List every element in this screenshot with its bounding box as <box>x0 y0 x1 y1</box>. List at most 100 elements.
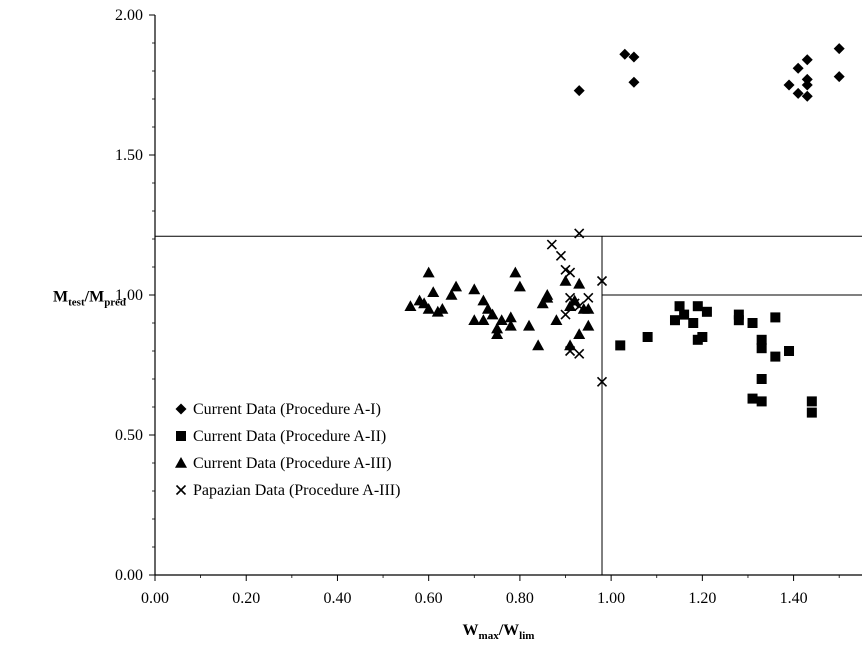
y-tick-label: 0.50 <box>115 427 143 444</box>
data-point-triangle <box>404 300 417 311</box>
data-point-x <box>583 292 594 303</box>
data-point-square <box>747 318 758 328</box>
data-point-triangle <box>568 294 581 306</box>
data-point-triangle <box>504 311 517 323</box>
x-marker-stroke <box>596 275 608 287</box>
data-point-x <box>565 345 576 357</box>
axis-title-subscript: test <box>68 296 85 308</box>
data-point-triangle <box>468 314 481 325</box>
data-point-triangle <box>436 303 449 314</box>
data-point-diamond <box>792 87 804 99</box>
y-tick-label: 1.00 <box>115 287 143 304</box>
x-marker-stroke <box>555 250 567 261</box>
data-point-square <box>784 346 795 356</box>
x-marker-stroke <box>175 484 187 496</box>
data-point-triangle <box>418 297 431 309</box>
data-point-square <box>701 306 712 317</box>
data-point-triangle <box>582 319 595 331</box>
data-point-diamond <box>792 62 804 74</box>
data-point-triangle <box>422 266 435 278</box>
data-point-x <box>560 309 571 320</box>
data-point-triangle <box>573 277 586 289</box>
legend-label: Current Data (Procedure A-I) <box>193 401 381 418</box>
axis-title-text: /W <box>498 622 519 639</box>
data-point-square <box>692 301 703 312</box>
y-tick-label: 0.00 <box>115 567 143 584</box>
legend-label: Current Data (Procedure A-II) <box>193 428 386 445</box>
x-marker-stroke <box>574 301 585 312</box>
x-tick-label: 0.40 <box>323 590 351 607</box>
data-point-triangle <box>564 339 577 351</box>
legend-marker-square <box>176 431 186 441</box>
data-point-square <box>756 396 767 407</box>
x-marker-stroke <box>596 376 608 387</box>
y-tick-label: 1.50 <box>115 147 143 164</box>
data-point-x <box>569 298 580 309</box>
data-point-diamond <box>628 76 640 88</box>
legend: Current Data (Procedure A-I) Current Data… <box>175 401 400 499</box>
data-point-square <box>692 334 703 345</box>
data-point-square <box>806 407 817 418</box>
data-point-x <box>596 275 608 287</box>
x-marker-stroke <box>565 292 576 303</box>
data-point-diamond <box>619 48 631 60</box>
data-point-triangle <box>481 303 494 314</box>
data-point-x <box>574 348 585 359</box>
data-point-x <box>546 239 557 250</box>
legend-marker-diamond <box>175 403 187 415</box>
legend-label: Papazian Data (Procedure A-III) <box>193 482 400 499</box>
data-point-triangle <box>468 283 481 295</box>
legend-label: Current Data (Procedure A-III) <box>193 455 392 472</box>
data-point-triangle <box>541 289 554 300</box>
data-point-triangle <box>550 314 563 325</box>
x-marker-stroke <box>560 309 571 320</box>
data-points <box>404 43 845 418</box>
data-point-triangle <box>477 294 490 306</box>
data-point-triangle <box>513 280 526 292</box>
data-point-x <box>574 228 585 239</box>
legend-marker-x <box>175 484 187 496</box>
x-tick-label: 1.40 <box>780 590 808 607</box>
x-marker-stroke <box>565 267 576 278</box>
data-point-diamond <box>801 54 813 66</box>
data-point-diamond <box>801 73 813 85</box>
legend-item: Current Data (Procedure A-III) <box>175 455 392 472</box>
data-point-square <box>747 393 758 404</box>
data-point-square <box>733 309 744 320</box>
data-point-triangle <box>504 319 517 331</box>
x-tick-label: 0.80 <box>506 590 534 607</box>
y-axis-title: Mtest/Mpred <box>53 288 126 308</box>
data-point-triangle <box>486 308 499 320</box>
series-square <box>615 301 817 418</box>
data-point-diamond <box>628 51 640 63</box>
data-point-diamond <box>573 85 585 97</box>
axis-title-text: M <box>53 288 68 305</box>
data-point-square <box>642 332 653 342</box>
data-point-triangle <box>427 286 440 297</box>
data-point-triangle <box>445 289 458 300</box>
data-point-triangle <box>573 328 586 339</box>
data-point-square <box>688 318 699 328</box>
data-point-square <box>733 315 744 326</box>
x-marker-stroke <box>574 348 585 359</box>
data-point-square <box>770 351 781 362</box>
data-point-triangle <box>509 266 522 278</box>
axis-title-text: /M <box>84 288 105 305</box>
series-triangle <box>404 266 595 351</box>
x-marker-stroke <box>569 298 580 309</box>
reference-lines <box>155 235 862 575</box>
axis-title-subscript: pred <box>104 296 126 308</box>
legend-marker-triangle <box>175 457 187 468</box>
axis-title-subscript: lim <box>519 630 534 642</box>
series-diamond <box>573 43 845 102</box>
x-tick-label: 0.00 <box>141 590 169 607</box>
data-point-square <box>674 301 685 312</box>
data-point-triangle <box>564 300 577 311</box>
data-point-diamond <box>833 43 845 55</box>
data-point-triangle <box>523 319 536 331</box>
data-point-triangle <box>536 297 549 309</box>
legend-item: Current Data (Procedure A-I) <box>175 401 381 418</box>
series-x <box>546 228 608 387</box>
x-axis-title: Wmax/Wlim <box>463 622 535 642</box>
